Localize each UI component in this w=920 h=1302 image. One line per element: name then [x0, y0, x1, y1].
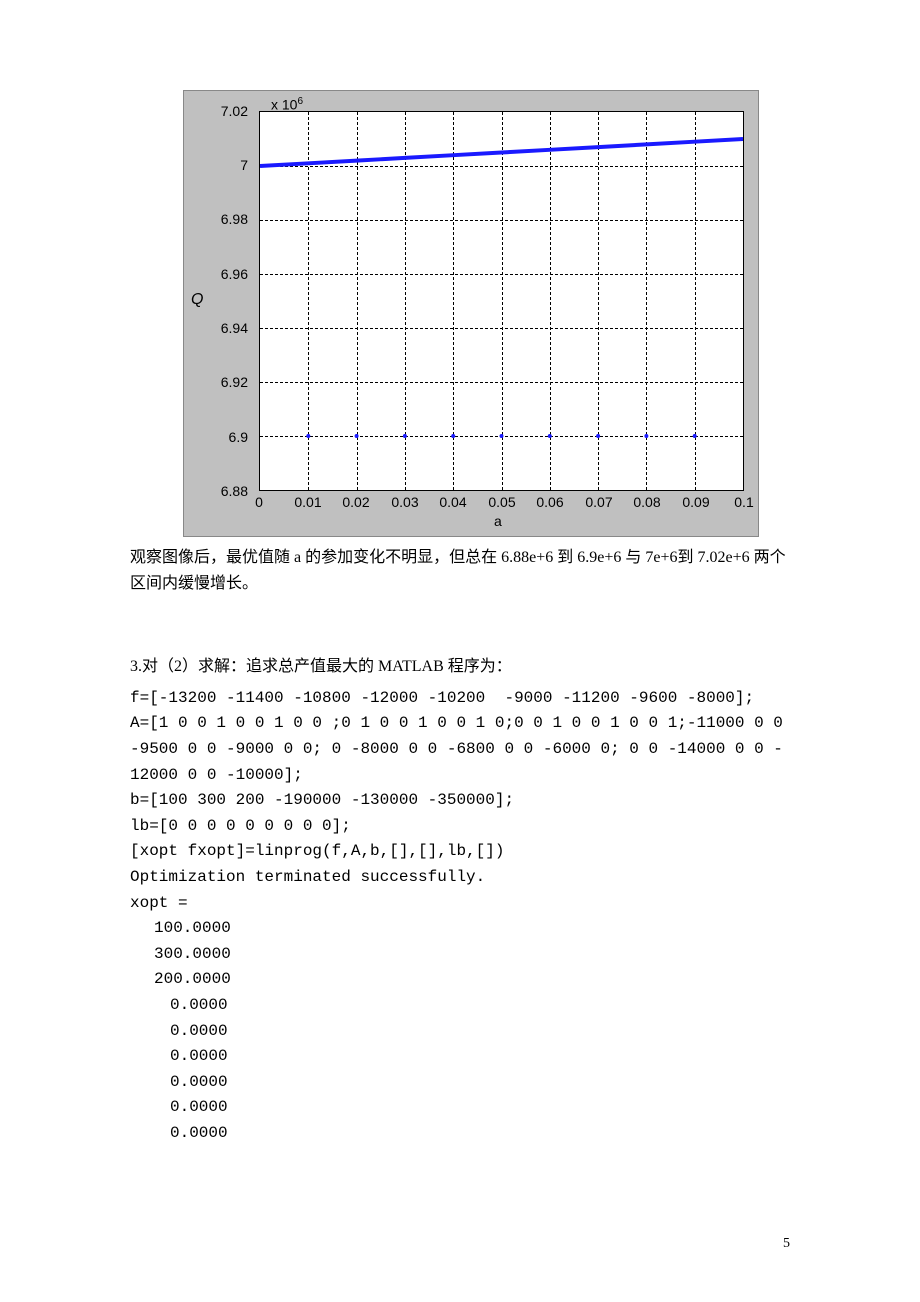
code-line: xopt =	[130, 894, 188, 912]
chart-series-dot	[306, 434, 310, 438]
paragraph-observation: 观察图像后，最优值随 a 的参加变化不明显，但总在 6.88e+6 到 6.9e…	[130, 545, 790, 596]
xtick: 0.08	[627, 494, 667, 510]
xtick: 0	[239, 494, 279, 510]
chart-svg	[260, 112, 743, 490]
chart-container: x 106 Q a 7.02 7 6.98 6.96	[183, 90, 759, 537]
xtick: 0.03	[385, 494, 425, 510]
code-line: Optimization terminated successfully.	[130, 868, 485, 886]
chart-plot-area	[259, 111, 744, 491]
xtick: 0.07	[579, 494, 619, 510]
code-line: [xopt fxopt]=linprog(f,A,b,[],[],lb,[])	[130, 842, 504, 860]
chart-series-dot	[644, 434, 648, 438]
code-result: 0.0000	[130, 1124, 228, 1142]
code-result: 200.0000	[130, 970, 231, 988]
ytick: 6.98	[198, 211, 248, 227]
chart-series-dot	[403, 434, 407, 438]
code-result: 100.0000	[130, 919, 231, 937]
xtick: 0.02	[336, 494, 376, 510]
code-line: lb=[0 0 0 0 0 0 0 0 0];	[130, 817, 351, 835]
chart-xlabel: a	[494, 513, 502, 529]
code-result: 0.0000	[130, 1073, 228, 1091]
xtick: 0.04	[433, 494, 473, 510]
chart-series-dot	[693, 434, 697, 438]
chart-ylabel: Q	[191, 291, 203, 309]
code-line: b=[100 300 200 -190000 -130000 -350000];	[130, 791, 514, 809]
xtick: 0.1	[724, 494, 764, 510]
chart-series-dot	[548, 434, 552, 438]
chart-series-dot	[500, 434, 504, 438]
code-result: 300.0000	[130, 945, 231, 963]
code-line: f=[-13200 -11400 -10800 -12000 -10200 -9…	[130, 689, 754, 707]
code-line: A=[1 0 0 1 0 0 1 0 0 ;0 1 0 0 1 0 0 1 0;…	[130, 714, 793, 783]
chart-series-line	[260, 139, 743, 166]
ytick: 6.94	[198, 320, 248, 336]
chart-series-dot	[451, 434, 455, 438]
code-result: 0.0000	[130, 1022, 228, 1040]
code-result: 0.0000	[130, 1098, 228, 1116]
code-block: f=[-13200 -11400 -10800 -12000 -10200 -9…	[130, 686, 790, 1147]
ytick: 6.9	[198, 429, 248, 445]
chart-series-dot	[355, 434, 359, 438]
chart-series-dot	[596, 434, 600, 438]
paragraph-problem: 3.对（2）求解：追求总产值最大的 MATLAB 程序为：	[130, 654, 790, 680]
xtick: 0.05	[482, 494, 522, 510]
ytick: 6.96	[198, 266, 248, 282]
ytick: 6.92	[198, 374, 248, 390]
code-result: 0.0000	[130, 1047, 228, 1065]
page-number: 5	[783, 1236, 790, 1252]
xtick: 0.06	[530, 494, 570, 510]
ytick: 7.02	[198, 103, 248, 119]
code-result: 0.0000	[130, 996, 228, 1014]
xtick: 0.01	[288, 494, 328, 510]
xtick: 0.09	[676, 494, 716, 510]
ytick: 7	[198, 157, 248, 173]
